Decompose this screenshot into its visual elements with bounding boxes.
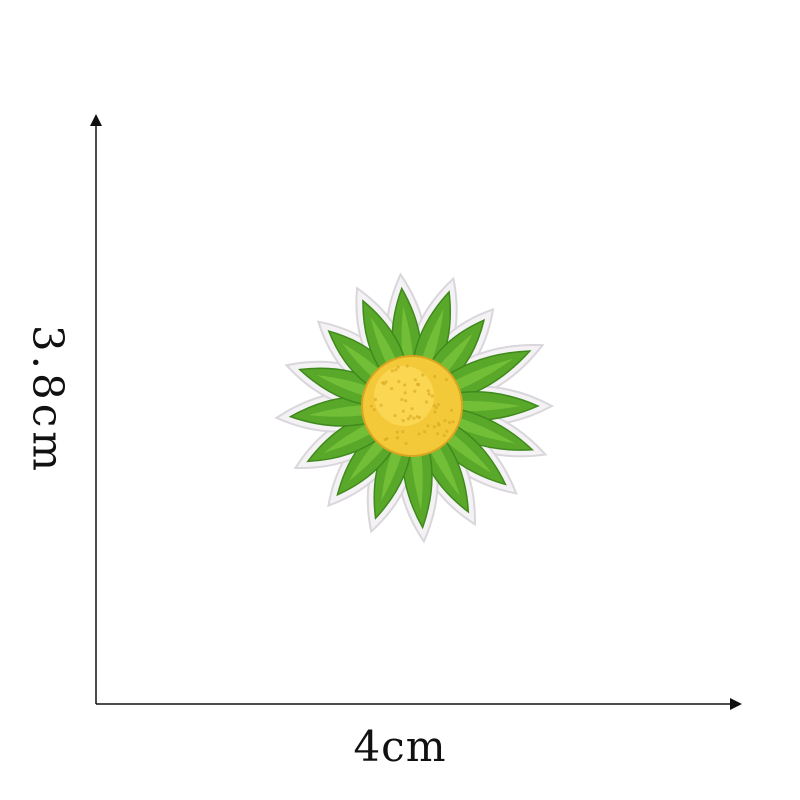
center-stitch <box>436 432 439 435</box>
center-stitch <box>427 389 430 392</box>
center-stitch <box>417 383 420 386</box>
center-stitch <box>402 410 405 413</box>
center-stitch <box>390 387 393 390</box>
center-stitch <box>435 406 438 409</box>
center-stitch <box>374 398 377 401</box>
center-stitch <box>433 410 436 413</box>
center-stitch <box>450 409 453 412</box>
center-stitch <box>405 442 408 445</box>
center-stitch <box>394 368 397 371</box>
center-stitch <box>410 407 413 410</box>
center-stitch <box>418 416 421 419</box>
center-stitch <box>370 404 373 407</box>
center-stitch <box>406 364 409 367</box>
center-stitch <box>417 432 420 435</box>
center-stitch <box>412 417 415 420</box>
center-stitch <box>428 393 431 396</box>
center-stitch <box>426 424 429 427</box>
center-stitch <box>385 437 388 440</box>
center-stitch <box>393 414 396 417</box>
center-stitch <box>400 398 403 401</box>
center-stitch <box>404 399 407 402</box>
center-stitch <box>409 415 412 418</box>
center-stitch <box>407 417 410 420</box>
center-stitch <box>437 403 440 406</box>
center-stitch <box>423 430 426 433</box>
daisy-patch <box>250 256 570 556</box>
center-stitch <box>445 430 448 433</box>
center-stitch <box>433 425 436 428</box>
center-stitch <box>381 381 384 384</box>
center-stitch <box>421 373 424 376</box>
center-stitch <box>433 375 436 378</box>
center-stitch <box>396 431 399 434</box>
flower-center <box>362 356 462 456</box>
center-stitch <box>391 369 394 372</box>
center-stitch <box>425 400 428 403</box>
center-stitch <box>373 408 376 411</box>
center-stitch <box>443 419 446 422</box>
center-stitch <box>402 419 405 422</box>
width-dimension-label: 4cm <box>0 722 800 771</box>
center-stitch <box>401 430 404 433</box>
center-stitch <box>396 436 399 439</box>
center-stitch <box>431 394 434 397</box>
center-stitch <box>414 378 417 381</box>
center-stitch <box>397 380 400 383</box>
center-stitch <box>396 366 399 369</box>
center-stitch <box>403 383 406 386</box>
center-stitch <box>379 404 382 407</box>
center-stitch <box>413 390 416 393</box>
center-stitch <box>445 378 448 381</box>
center-stitch <box>438 424 441 427</box>
height-dimension-label: 3.8cm <box>24 325 73 475</box>
center-highlight <box>374 366 434 426</box>
center-stitch <box>451 420 454 423</box>
center-stitch <box>443 434 446 437</box>
center-stitch <box>404 391 407 394</box>
center-stitch <box>448 421 451 424</box>
